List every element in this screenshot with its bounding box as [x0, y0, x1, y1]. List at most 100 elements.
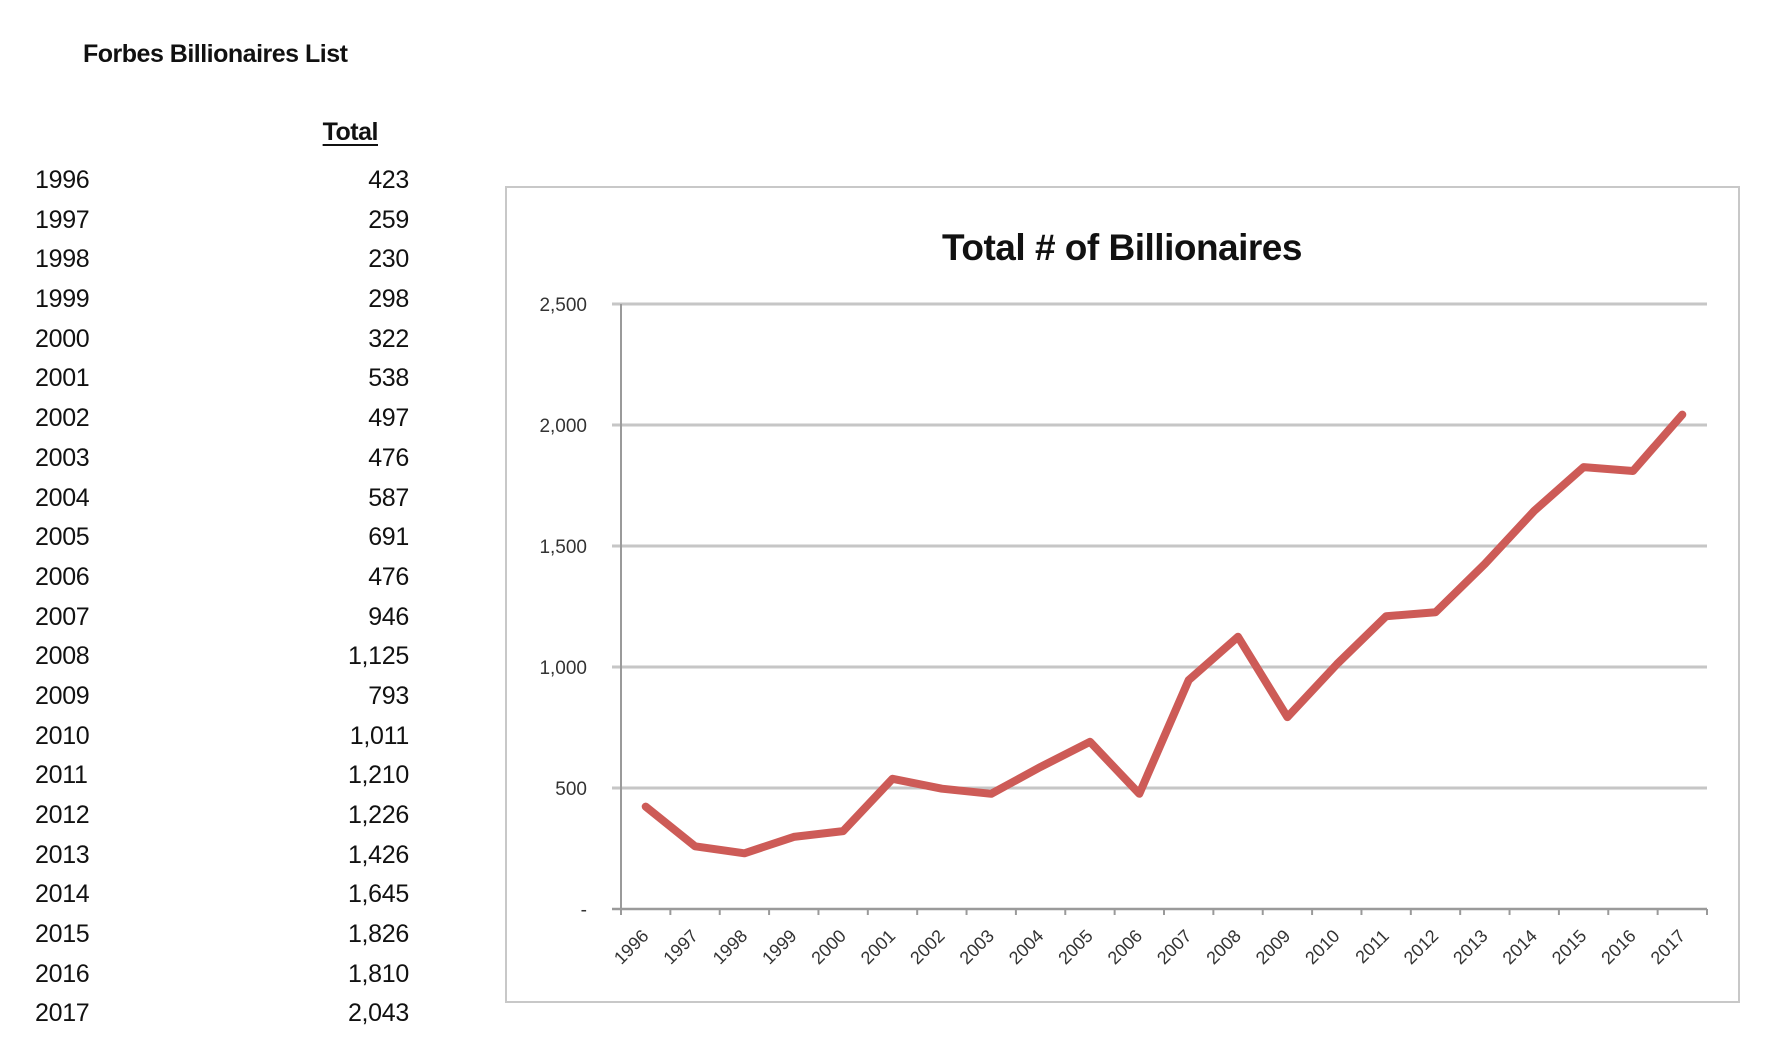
row-total: 1,645 — [347, 880, 409, 909]
x-tick-label: 2001 — [857, 926, 899, 968]
x-tick-label: 2011 — [1351, 926, 1393, 968]
row-total: 691 — [368, 523, 409, 552]
row-year: 2008 — [35, 642, 90, 671]
data-point — [1037, 763, 1045, 771]
row-total: 322 — [368, 324, 409, 353]
data-point — [1086, 738, 1094, 746]
x-tick-label: 2013 — [1449, 926, 1491, 968]
chart-frame — [505, 186, 1740, 1003]
row-year: 2006 — [35, 562, 90, 591]
table-row: 1997 259 — [35, 201, 409, 241]
row-year: 2017 — [35, 999, 90, 1028]
y-tick-label: 1,500 — [539, 537, 587, 558]
data-point — [1185, 676, 1193, 684]
data-point — [790, 833, 798, 841]
row-total: 793 — [368, 681, 409, 710]
row-year: 2004 — [35, 483, 90, 512]
data-point — [1678, 411, 1686, 419]
x-tick-label: 1999 — [758, 926, 800, 968]
billionaires-table: 1996 423 1997 259 1998 230 1999 298 2000 322 2001 5… — [35, 161, 409, 1034]
data-point — [1629, 467, 1637, 475]
table-row: 2008 1,125 — [35, 637, 409, 677]
row-year: 2003 — [35, 443, 90, 472]
y-tick-label: 2,500 — [539, 295, 587, 316]
total-column-header: Total — [322, 118, 379, 146]
x-tick-label: 2012 — [1400, 926, 1442, 968]
row-total: 298 — [368, 285, 409, 314]
row-year: 2009 — [35, 681, 90, 710]
row-total: 946 — [368, 602, 409, 631]
x-tick-label: 1997 — [659, 926, 701, 968]
data-point — [691, 842, 699, 850]
table-row: 2000 322 — [35, 320, 409, 360]
table-row: 2010 1,011 — [35, 717, 409, 757]
table-row: 1999 298 — [35, 280, 409, 320]
data-point — [1580, 463, 1588, 471]
x-tick-label: 2015 — [1548, 926, 1590, 968]
row-total: 587 — [368, 483, 409, 512]
table-row: 2005 691 — [35, 518, 409, 558]
table-row: 2004 587 — [35, 479, 409, 519]
x-tick-label: 2002 — [906, 926, 948, 968]
table-row: 2016 1,810 — [35, 955, 409, 995]
table-row: 2009 793 — [35, 677, 409, 717]
row-total: 423 — [368, 166, 409, 194]
row-year: 1998 — [35, 245, 90, 274]
x-tick-label: 2007 — [1153, 926, 1195, 968]
table-row: 2012 1,226 — [35, 796, 409, 836]
row-total: 538 — [368, 364, 409, 393]
data-point — [889, 775, 897, 783]
row-total: 1,810 — [347, 959, 409, 988]
table-row: 2014 1,645 — [35, 875, 409, 915]
x-tick-label: 2000 — [808, 926, 850, 968]
row-total: 1,011 — [349, 721, 410, 750]
data-point — [1481, 560, 1489, 568]
table-row: 1998 230 — [35, 240, 409, 280]
data-point — [987, 790, 995, 798]
table-row: 2007 946 — [35, 598, 409, 638]
table-row: 2003 476 — [35, 439, 409, 479]
table-row: 2006 476 — [35, 558, 409, 598]
row-total: 1,226 — [347, 801, 409, 829]
row-year: 1997 — [35, 205, 90, 234]
data-point — [740, 849, 748, 857]
x-tick-label: 2006 — [1104, 926, 1146, 968]
table-title: Forbes Billionaires List — [83, 40, 348, 68]
x-tick-label: 2014 — [1499, 926, 1541, 968]
row-year: 2000 — [35, 324, 90, 353]
table-row: 2001 538 — [35, 359, 409, 399]
data-point — [642, 803, 650, 811]
y-tick-label: 2,000 — [539, 416, 587, 437]
data-point — [1530, 507, 1538, 515]
row-total: 476 — [368, 562, 409, 591]
table-row: 2011 1,210 — [35, 756, 409, 796]
y-tick-label: - — [581, 900, 587, 921]
x-tick-label: 2016 — [1597, 926, 1639, 968]
table-row: 2015 1,826 — [35, 915, 409, 955]
x-tick-label: 1996 — [610, 926, 652, 968]
x-tick-label: 2004 — [1005, 926, 1047, 968]
x-tick-label: 1998 — [709, 926, 751, 968]
table-row: 2017 2,043 — [35, 994, 409, 1034]
data-point — [1234, 633, 1242, 641]
x-tick-label: 2010 — [1301, 926, 1343, 968]
y-tick-label: 1,000 — [539, 658, 587, 679]
row-year: 1999 — [35, 285, 90, 314]
y-tick-label: 500 — [555, 779, 587, 800]
data-point — [839, 827, 847, 835]
row-total: 1,426 — [347, 840, 409, 869]
row-total: 476 — [368, 443, 409, 472]
row-total: 497 — [368, 404, 409, 433]
chart-title: Total # of Billionaires — [942, 227, 1302, 268]
data-point — [1283, 713, 1291, 721]
data-point — [938, 785, 946, 793]
row-year: 1996 — [35, 166, 90, 194]
x-tick-label: 2009 — [1252, 926, 1294, 968]
row-year: 2013 — [35, 840, 90, 869]
row-total: 2,043 — [347, 999, 409, 1028]
table-row: 1996 423 — [35, 161, 409, 201]
x-tick-label: 2017 — [1647, 926, 1689, 968]
row-year: 2002 — [35, 404, 90, 433]
row-year: 2016 — [35, 959, 90, 988]
